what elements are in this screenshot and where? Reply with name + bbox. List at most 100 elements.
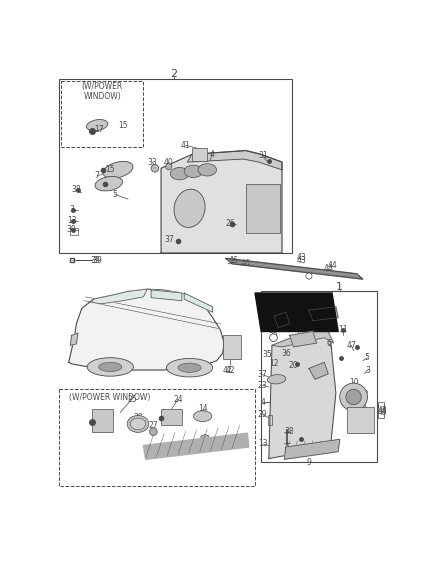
Polygon shape [151, 290, 182, 301]
Text: 6: 6 [326, 339, 332, 349]
Text: 17: 17 [95, 125, 104, 134]
Circle shape [340, 383, 368, 411]
Polygon shape [92, 289, 147, 304]
Text: 20: 20 [289, 361, 298, 370]
Text: 13: 13 [258, 439, 267, 449]
Ellipse shape [87, 358, 133, 376]
Bar [192, 148, 207, 160]
Ellipse shape [127, 415, 149, 432]
Text: 25: 25 [127, 394, 137, 404]
Text: 34: 34 [326, 309, 335, 318]
Text: 24: 24 [173, 394, 183, 404]
Text: 21: 21 [359, 401, 369, 410]
Text: 47: 47 [347, 341, 356, 350]
Circle shape [346, 389, 361, 405]
Text: 40: 40 [164, 157, 174, 167]
Text: 11: 11 [338, 325, 347, 335]
Polygon shape [184, 293, 213, 312]
Bar [58, 79, 292, 253]
Bar [70, 228, 78, 235]
Text: (W/POWER WINDOW): (W/POWER WINDOW) [69, 393, 150, 402]
Text: 12: 12 [269, 360, 278, 368]
Text: 27: 27 [149, 421, 158, 430]
Polygon shape [70, 333, 78, 345]
Text: 26: 26 [92, 415, 102, 425]
Ellipse shape [166, 358, 213, 377]
Text: 7: 7 [95, 171, 100, 181]
Text: 44: 44 [327, 261, 337, 270]
Text: 9: 9 [353, 418, 358, 427]
Text: 19: 19 [295, 302, 304, 311]
Circle shape [166, 164, 172, 170]
Text: 3: 3 [365, 365, 370, 375]
Text: 15: 15 [105, 166, 115, 174]
Bar [58, 389, 255, 486]
Text: 4: 4 [260, 398, 265, 407]
Polygon shape [290, 332, 316, 347]
Text: 23: 23 [258, 381, 267, 390]
Text: 33: 33 [148, 157, 157, 167]
Text: 26: 26 [226, 219, 235, 228]
Text: 14: 14 [198, 404, 208, 413]
Polygon shape [69, 289, 224, 370]
Text: 29: 29 [258, 410, 267, 419]
Polygon shape [269, 328, 336, 458]
Text: 39: 39 [90, 256, 100, 265]
Text: 38: 38 [285, 427, 295, 436]
Circle shape [151, 164, 159, 172]
Text: 5: 5 [113, 190, 117, 199]
Bar [378, 403, 384, 418]
Ellipse shape [178, 363, 201, 372]
Polygon shape [255, 293, 338, 332]
Text: 10: 10 [195, 152, 204, 160]
Text: 45: 45 [225, 342, 235, 352]
Text: 3: 3 [69, 205, 74, 214]
Ellipse shape [130, 418, 146, 430]
Text: (W/POWER
WINDOW): (W/POWER WINDOW) [82, 81, 123, 101]
Ellipse shape [184, 165, 203, 178]
Bar [246, 184, 280, 233]
Polygon shape [226, 259, 363, 279]
Bar [347, 407, 375, 433]
Ellipse shape [103, 162, 133, 178]
Text: 41: 41 [181, 141, 190, 150]
Text: 8: 8 [273, 311, 277, 321]
Text: 28: 28 [133, 413, 143, 422]
Text: 43: 43 [296, 256, 306, 265]
Bar [161, 408, 182, 425]
Ellipse shape [198, 164, 217, 176]
Text: 42: 42 [226, 365, 235, 375]
Ellipse shape [86, 120, 108, 131]
Text: 1: 1 [336, 282, 343, 292]
Ellipse shape [170, 167, 189, 180]
Text: 42: 42 [222, 365, 232, 375]
Bar [261, 292, 377, 462]
Circle shape [200, 435, 209, 444]
Bar [268, 415, 272, 425]
Text: 43: 43 [296, 253, 306, 262]
Text: 13: 13 [67, 216, 77, 225]
Text: 9: 9 [307, 458, 311, 467]
Text: 46: 46 [229, 256, 238, 265]
Ellipse shape [174, 189, 205, 228]
Polygon shape [272, 328, 334, 347]
Text: 16: 16 [200, 435, 210, 444]
Ellipse shape [194, 411, 212, 422]
Text: 46: 46 [241, 259, 251, 268]
Text: 48: 48 [377, 408, 387, 417]
Text: 38: 38 [71, 185, 81, 194]
Text: 31: 31 [258, 152, 267, 160]
Text: 37: 37 [164, 235, 174, 243]
Ellipse shape [99, 363, 122, 372]
Text: 45: 45 [222, 341, 232, 350]
Text: 4: 4 [209, 150, 214, 159]
Bar [223, 335, 241, 359]
Text: 32: 32 [269, 332, 278, 340]
Text: 35: 35 [262, 350, 272, 359]
Ellipse shape [267, 375, 286, 384]
Text: 15: 15 [118, 121, 127, 130]
Text: 26: 26 [164, 413, 174, 422]
Bar [61, 81, 143, 147]
Polygon shape [309, 363, 328, 379]
Circle shape [150, 428, 157, 436]
